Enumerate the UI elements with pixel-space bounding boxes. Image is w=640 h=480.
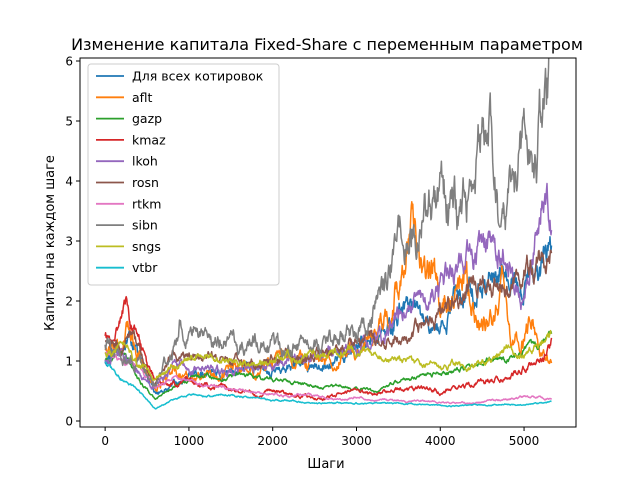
series-line-lkoh bbox=[104, 182, 553, 390]
plot-area bbox=[104, 58, 553, 410]
y-tick-label-2: 2 bbox=[65, 295, 73, 309]
x-tick-label-0: 0 bbox=[101, 434, 109, 448]
legend-label-gazp: gazp bbox=[132, 111, 162, 126]
axes-frame bbox=[79, 57, 577, 428]
legend: Для всех котировок aflt gazp kmaz lkoh rosn rt… bbox=[87, 63, 280, 286]
y-tick-label-4: 4 bbox=[65, 175, 73, 189]
legend-label-rtkm: rtkm bbox=[132, 196, 161, 211]
legend-label-Для всех котировок: Для всех котировок bbox=[132, 69, 264, 84]
legend-box bbox=[87, 63, 280, 286]
series-line-kmaz bbox=[104, 295, 553, 402]
axes-layer: 0 1000 2000 3000 4000 5000 0 1 2 3 4 5 6 bbox=[65, 55, 577, 448]
x-tick-label-4000: 4000 bbox=[425, 434, 456, 448]
y-tick-label-6: 6 bbox=[65, 55, 73, 69]
x-tick-label-5000: 5000 bbox=[509, 434, 540, 448]
legend-label-rosn: rosn bbox=[132, 175, 159, 190]
series-line-vtbr bbox=[104, 361, 552, 410]
x-axis-label: Шаги bbox=[307, 457, 344, 472]
legend-label-kmaz: kmaz bbox=[132, 132, 166, 147]
y-axis-label: Капитал на каждом шаге bbox=[43, 155, 58, 331]
x-tick-label-2000: 2000 bbox=[257, 434, 288, 448]
legend-label-aflt: aflt bbox=[132, 90, 153, 105]
series-line-rtkm bbox=[104, 351, 553, 405]
x-tick-label-3000: 3000 bbox=[341, 434, 372, 448]
y-tick-label-3: 3 bbox=[65, 235, 73, 249]
series-line-sngs bbox=[104, 329, 552, 382]
y-tick-label-5: 5 bbox=[65, 115, 73, 129]
y-tick-label-0: 0 bbox=[65, 415, 73, 429]
y-tick-label-1: 1 bbox=[65, 355, 73, 369]
chart-title: Изменение капитала Fixed-Share с перемен… bbox=[71, 35, 583, 54]
legend-label-lkoh: lkoh bbox=[132, 154, 158, 169]
legend-label-sibn: sibn bbox=[132, 218, 158, 233]
series-line-sibn bbox=[104, 58, 550, 387]
legend-label-vtbr: vtbr bbox=[132, 260, 158, 275]
legend-label-sngs: sngs bbox=[132, 239, 161, 254]
x-tick-label-1000: 1000 bbox=[174, 434, 205, 448]
